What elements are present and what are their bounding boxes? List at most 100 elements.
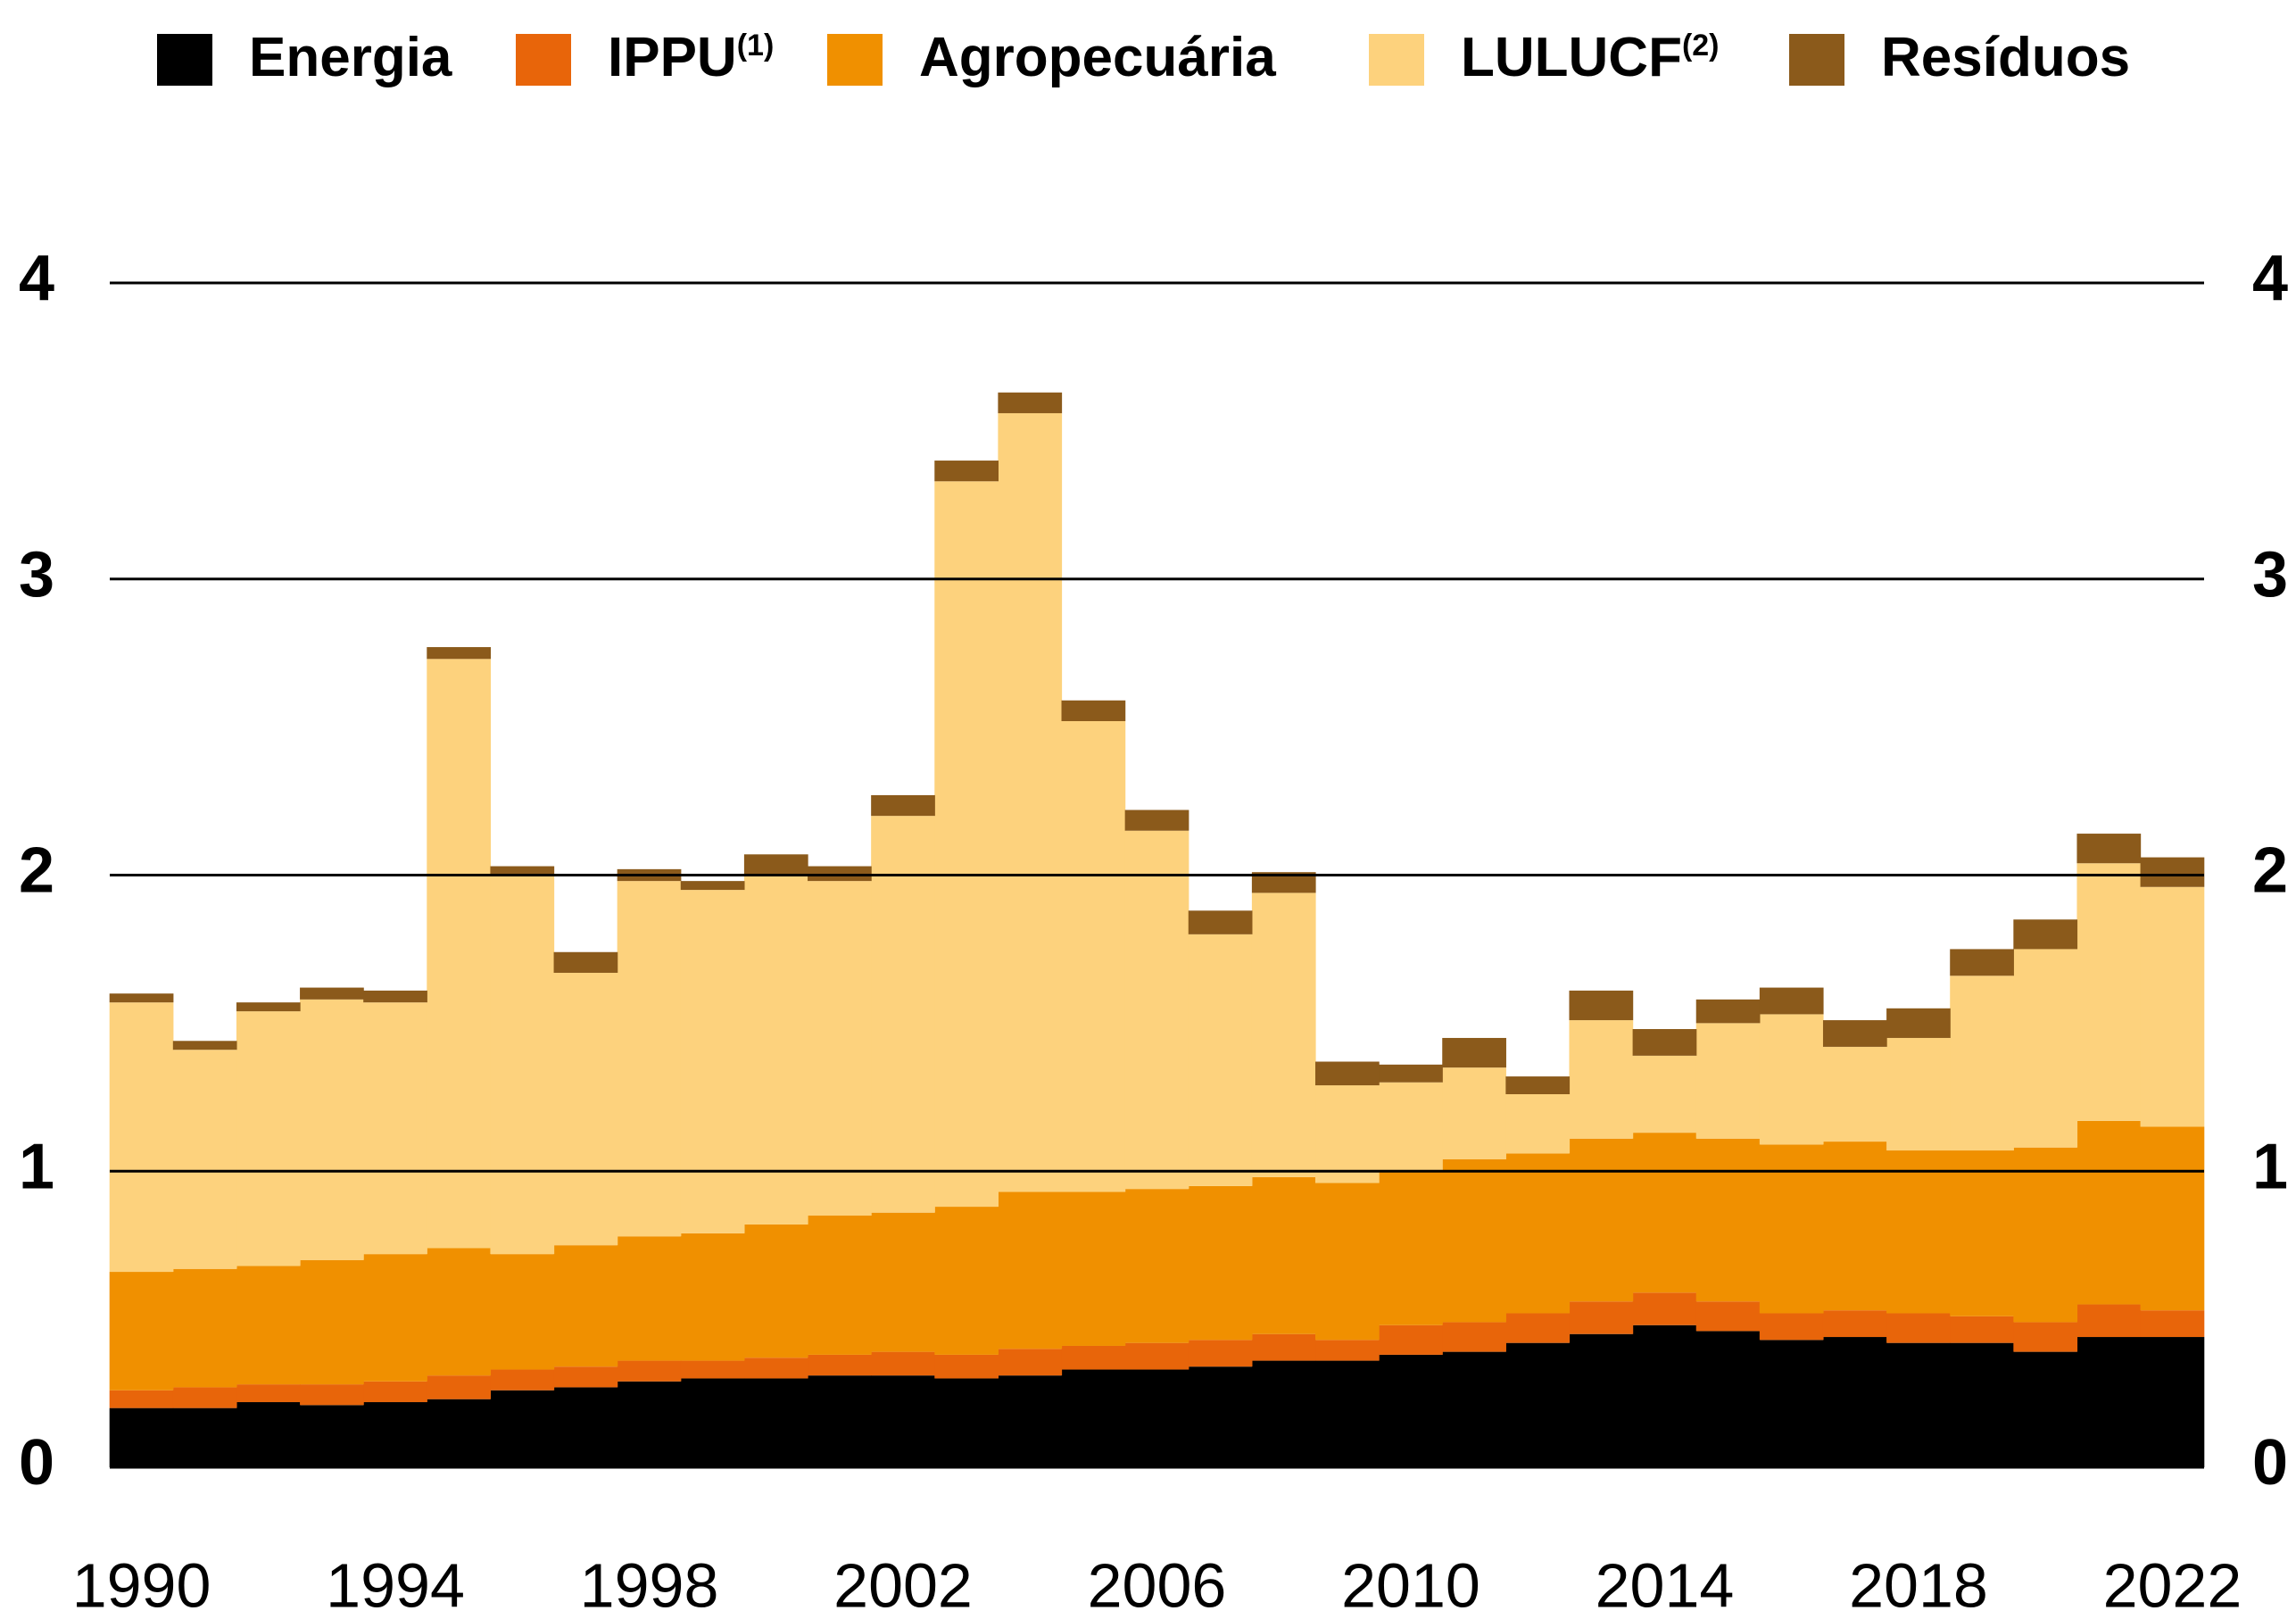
x-tick-label: 1998 — [580, 1550, 719, 1619]
bar-segment — [363, 1254, 427, 1382]
bar-segment — [1950, 1342, 2014, 1467]
bar-segment — [934, 461, 999, 482]
bar-segment — [871, 794, 935, 817]
bar-segment — [2013, 949, 2078, 1148]
bar-segment — [2013, 1147, 2078, 1323]
bar-segment — [1379, 1064, 1443, 1083]
bar-segment — [1569, 990, 1634, 1021]
bar-segment — [1505, 1342, 1571, 1467]
y-tick-label-right: 3 — [2252, 539, 2288, 610]
bar-segment — [1886, 1313, 1951, 1343]
legend-label: Energia — [249, 27, 452, 88]
bar-segment — [490, 1369, 555, 1391]
bar-segment — [743, 1357, 808, 1379]
bar-segment — [1822, 1046, 1887, 1142]
bar-segment — [1759, 1144, 1824, 1314]
bar-segment — [553, 1245, 618, 1367]
bar-segment — [998, 1375, 1063, 1467]
bar-segment — [1822, 1020, 1887, 1047]
bar-segment — [680, 881, 745, 891]
bar-segment — [1251, 1176, 1316, 1334]
bar-segment — [236, 1384, 301, 1403]
legend-swatch — [827, 34, 883, 86]
bar-segment — [1886, 1150, 1951, 1314]
legend-swatch — [1369, 34, 1424, 86]
bar-segment — [871, 1375, 935, 1467]
bar-segment — [1442, 1037, 1506, 1068]
bar-segment — [808, 881, 872, 1216]
bar-segment — [1822, 1142, 1887, 1311]
bar-segment — [1695, 1301, 1761, 1332]
legend-label: IPPU(1) — [608, 27, 774, 88]
bar-segment — [363, 990, 427, 1003]
bar-segment — [998, 392, 1063, 413]
bar-segment — [680, 1360, 745, 1379]
bar-segment — [1061, 1191, 1126, 1346]
bar-segment — [109, 1390, 174, 1408]
bar-segment — [1315, 1085, 1380, 1183]
bar-segment — [109, 1407, 174, 1467]
bar-segment — [1315, 1340, 1380, 1361]
bar-segment — [1251, 1360, 1316, 1467]
y-tick-label-right: 1 — [2252, 1131, 2288, 1202]
bar-segment — [300, 999, 364, 1260]
bar-segment — [743, 1378, 808, 1467]
bar-segment — [427, 1248, 492, 1376]
bar-segment — [680, 1378, 745, 1467]
legend-label: LULUCF(2) — [1461, 27, 1720, 88]
bar-segment — [617, 881, 682, 1237]
bar-segment — [998, 1349, 1063, 1376]
bar-segment — [743, 854, 808, 876]
bar-segment — [1695, 999, 1761, 1024]
bar-segment — [1251, 1333, 1316, 1361]
bar-segment — [1251, 893, 1316, 1177]
bar-segment — [1695, 1023, 1761, 1139]
bar-segment — [680, 1233, 745, 1361]
bar-segment — [2140, 1337, 2205, 1467]
bar-segment — [934, 1378, 999, 1467]
bar-segment — [1950, 1150, 2014, 1316]
bar-segment — [808, 1216, 872, 1355]
bar-segment — [1759, 987, 1824, 1015]
bar-segment — [1505, 1076, 1571, 1094]
legend-swatch — [516, 34, 571, 86]
x-tick-label: 1990 — [72, 1550, 211, 1619]
bar-segment — [871, 816, 935, 1213]
bar-segment — [1886, 1008, 1951, 1038]
bar-segment — [617, 1360, 682, 1382]
y-tick-label-right: 4 — [2252, 243, 2288, 314]
bar-segment — [1950, 1316, 2014, 1343]
bar-segment — [934, 1207, 999, 1355]
legend-swatch — [157, 34, 212, 86]
bar-segment — [109, 1272, 174, 1391]
bar-segment — [1061, 1369, 1126, 1467]
legend-label: Resíduos — [1881, 27, 2130, 88]
bar-segment — [1124, 1189, 1189, 1343]
bar-segment — [1315, 1360, 1380, 1467]
bar-segment — [1188, 1366, 1253, 1467]
bar-segment — [2076, 863, 2142, 1121]
bar-segment — [109, 993, 174, 1003]
bar-segment — [363, 1402, 427, 1467]
bar-segment — [2013, 1322, 2078, 1352]
bar-segment — [427, 1375, 492, 1399]
bar-segment — [553, 1366, 618, 1388]
bar-segment — [490, 866, 555, 876]
bar-segment — [1124, 830, 1189, 1190]
bar-segment — [2076, 1120, 2142, 1305]
bar-segment — [1505, 1093, 1571, 1154]
bar-segment — [2140, 1126, 2205, 1311]
bar-segment — [2076, 1304, 2142, 1338]
bar-segment — [363, 1381, 427, 1403]
bar-segment — [1442, 1158, 1506, 1323]
bar-segment — [553, 972, 618, 1246]
x-tick-label: 2006 — [1088, 1550, 1227, 1619]
bar-segment — [1759, 1340, 1824, 1467]
bar-segment — [1188, 934, 1253, 1186]
bar-segment — [2076, 1337, 2142, 1467]
legend-name: Agropecuária — [919, 27, 1276, 88]
bar-segment — [236, 1402, 301, 1467]
bar-segment — [172, 1050, 237, 1269]
bar-segment — [934, 1354, 999, 1379]
bar-segment — [1061, 1345, 1126, 1370]
